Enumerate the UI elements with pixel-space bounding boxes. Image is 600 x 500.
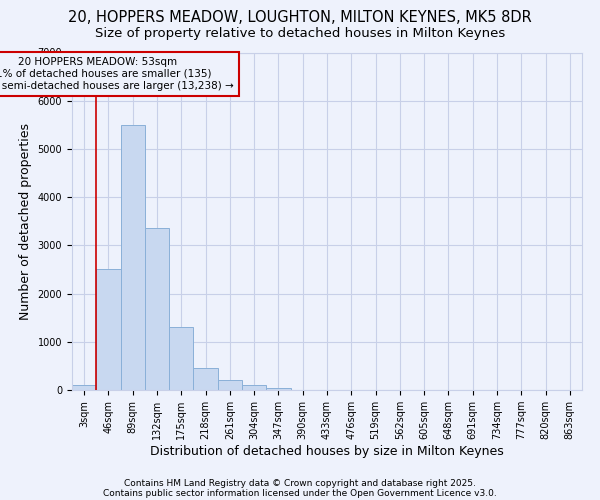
Bar: [169, 328, 193, 390]
Text: Contains public sector information licensed under the Open Government Licence v3: Contains public sector information licen…: [103, 488, 497, 498]
X-axis label: Distribution of detached houses by size in Milton Keynes: Distribution of detached houses by size …: [150, 445, 504, 458]
Bar: [121, 125, 145, 390]
Text: 20, HOPPERS MEADOW, LOUGHTON, MILTON KEYNES, MK5 8DR: 20, HOPPERS MEADOW, LOUGHTON, MILTON KEY…: [68, 10, 532, 25]
Y-axis label: Number of detached properties: Number of detached properties: [19, 122, 32, 320]
Bar: [72, 385, 96, 390]
Bar: [96, 270, 121, 390]
Bar: [218, 380, 242, 390]
Bar: [242, 385, 266, 390]
Bar: [145, 228, 169, 390]
Text: Contains HM Land Registry data © Crown copyright and database right 2025.: Contains HM Land Registry data © Crown c…: [124, 478, 476, 488]
Bar: [266, 388, 290, 390]
Text: Size of property relative to detached houses in Milton Keynes: Size of property relative to detached ho…: [95, 28, 505, 40]
Bar: [193, 368, 218, 390]
Text: 20 HOPPERS MEADOW: 53sqm
← 1% of detached houses are smaller (135)
99% of semi-d: 20 HOPPERS MEADOW: 53sqm ← 1% of detache…: [0, 58, 233, 90]
